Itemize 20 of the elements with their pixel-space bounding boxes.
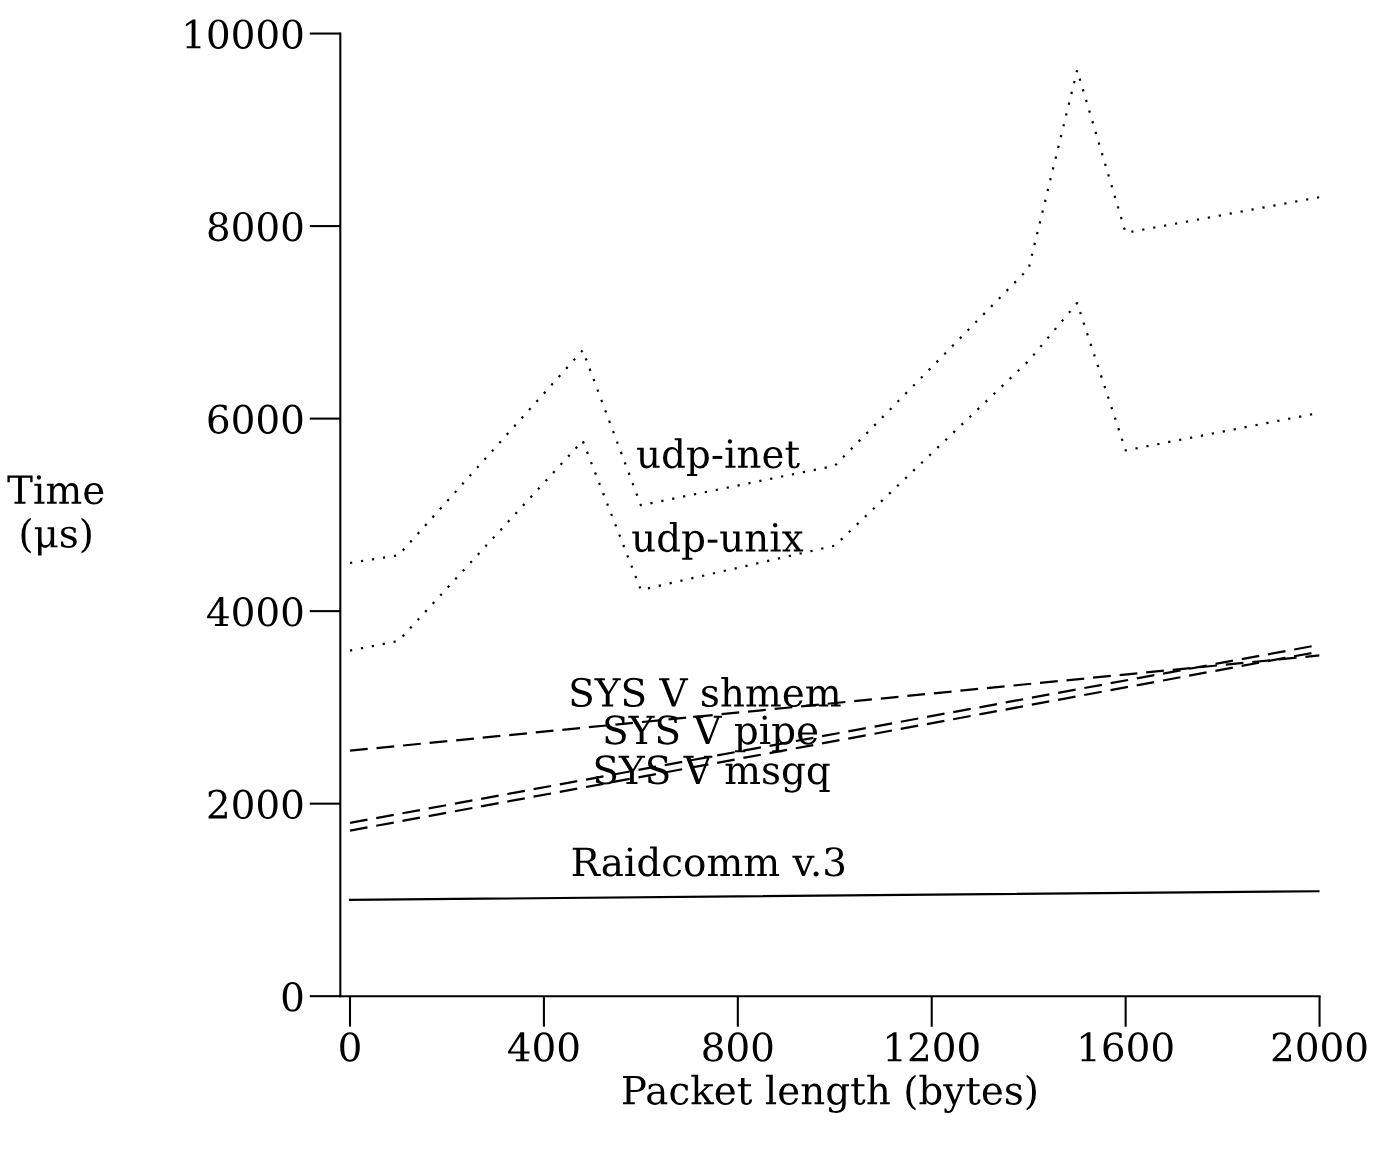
x-tick-label: 1200 <box>886 1032 979 1062</box>
line-series <box>348 69 1320 565</box>
y-tick-label: 6000 <box>208 404 303 434</box>
series-label: Raidcomm v.3 <box>572 846 845 877</box>
x-tick-label: 2000 <box>1272 1032 1367 1062</box>
series-label: SYS V pipe <box>605 715 818 753</box>
x-tick-label: 1600 <box>1080 1032 1173 1062</box>
y-tick-label: 10000 <box>185 19 303 49</box>
y-tick-label: 4000 <box>207 597 303 627</box>
y-axis-title: Time (μs) <box>7 475 104 556</box>
x-tick-label: 0 <box>340 1032 360 1062</box>
x-tick-label: 800 <box>703 1032 773 1062</box>
x-tick-label: 400 <box>507 1032 579 1062</box>
series-label: udp-inet <box>637 438 800 476</box>
y-tick-label: 0 <box>282 982 303 1012</box>
series-label: udp-unix <box>632 522 804 560</box>
x-axis-title: Packet length (bytes) <box>622 1074 1036 1113</box>
y-tick-label: 2000 <box>208 789 303 819</box>
series-label: SYS V shmem <box>571 677 841 708</box>
y-tick-label: 8000 <box>208 211 303 242</box>
